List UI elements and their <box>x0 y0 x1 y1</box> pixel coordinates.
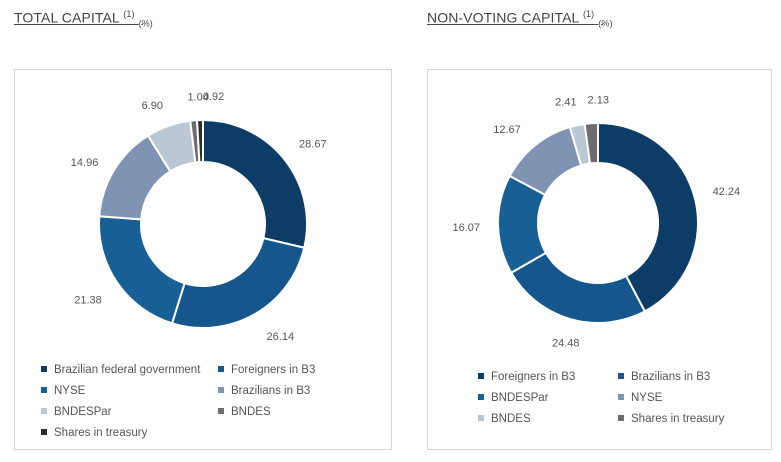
non-voting-capital-title-note: (1) <box>582 9 595 19</box>
total-capital-legend-item-bndespar: BNDESPar <box>41 406 112 418</box>
non-voting-capital-value-label-nyse: 12.67 <box>493 124 521 136</box>
total-capital-legend-item-shares-in-treasury: Shares in treasury <box>41 427 147 439</box>
non-voting-capital-legend-swatch-bndespar <box>478 394 484 400</box>
total-capital-legend-item-foreigners-in-b3: Foreigners in B3 <box>218 364 315 376</box>
non-voting-capital-legend-swatch-bndes <box>478 415 484 421</box>
total-capital-slice-shares-in-treasury <box>195 118 204 164</box>
total-capital-legend-swatch-foreigners-in-b3 <box>218 366 224 372</box>
non-voting-capital-value-label-bndes: 2.41 <box>555 97 576 109</box>
total-capital-value-label-nyse: 21.38 <box>74 294 102 306</box>
non-voting-capital-donut-chart: 42.24 24.48 16.07 12.67 2.41 2.13 <box>452 94 741 349</box>
total-capital-value-label-brazilians-in-b3: 14.96 <box>71 157 99 169</box>
total-capital-value-label-foreigners-in-b3: 26.14 <box>267 331 295 343</box>
total-capital-legend-swatch-shares-in-treasury <box>41 429 47 435</box>
total-capital-value-label-shares-in-treasury: 0.92 <box>203 91 224 103</box>
non-voting-capital-legend-swatch-foreigners-in-b3 <box>478 373 484 379</box>
non-voting-capital-slice-brazilians-in-b3 <box>509 251 647 324</box>
total-capital-value-label-bndes: 1.04 <box>187 91 208 103</box>
total-capital-legend-label-bndespar: BNDESPar <box>54 406 112 418</box>
non-voting-capital-legend-item-brazilians-in-b3: Brazilians in B3 <box>618 371 710 383</box>
non-voting-capital-legend-item-shares-in-treasury: Shares in treasury <box>618 413 724 425</box>
total-capital-title-text: TOTAL CAPITAL <box>14 9 120 26</box>
total-capital-legend-swatch-bndespar <box>41 408 47 414</box>
total-capital-title-unit: (%) <box>138 18 153 29</box>
total-capital-legend-label-brazilian-federal-government: Brazilian federal government <box>54 364 201 376</box>
total-capital-title: TOTAL CAPITAL (1) (%) <box>14 9 153 28</box>
total-capital-slice-brazilian-federal-government <box>202 118 308 249</box>
total-capital-legend-item-brazilians-in-b3: Brazilians in B3 <box>218 385 310 397</box>
total-capital-legend-swatch-bndes <box>218 408 224 414</box>
total-capital-legend-label-shares-in-treasury: Shares in treasury <box>54 427 148 439</box>
total-capital-legend-label-foreigners-in-b3: Foreigners in B3 <box>231 364 316 376</box>
total-capital-legend-swatch-brazilian-federal-government <box>41 366 47 372</box>
total-capital-title-note: (1) <box>123 9 135 19</box>
total-capital-legend-label-brazilians-in-b3: Brazilians in B3 <box>231 385 311 397</box>
non-voting-capital-slice-shares-in-treasury <box>583 121 599 165</box>
total-capital-legend-swatch-nyse <box>41 387 47 393</box>
non-voting-capital-legend-swatch-shares-in-treasury <box>618 415 624 421</box>
non-voting-capital-legend-item-foreigners-in-b3: Foreigners in B3 <box>478 371 575 383</box>
non-voting-capital-legend-swatch-brazilians-in-b3 <box>618 373 624 379</box>
non-voting-capital-value-label-shares-in-treasury: 2.13 <box>588 94 609 106</box>
total-capital-legend-item-brazilian-federal-government: Brazilian federal government <box>41 364 200 376</box>
non-voting-capital-value-label-bndespar: 16.07 <box>452 222 480 234</box>
non-voting-capital-legend-label-brazilians-in-b3: Brazilians in B3 <box>631 371 711 383</box>
non-voting-capital-legend-item-bndespar: BNDESPar <box>478 392 549 404</box>
total-capital-donut-chart: 28.67 26.14 21.38 14.96 6.90 1.040.92 <box>71 91 327 343</box>
non-voting-capital-title: NON-VOTING CAPITAL (1) (%) <box>427 9 613 28</box>
non-voting-capital-legend-label-shares-in-treasury: Shares in treasury <box>631 413 725 425</box>
total-capital-slice-nyse <box>98 215 186 325</box>
non-voting-capital-legend-item-bndes: BNDES <box>478 413 531 425</box>
total-capital-legend-label-nyse: NYSE <box>54 385 86 397</box>
total-capital-chart-panel: 28.67 26.14 21.38 14.96 6.90 1.04 0.92 Brazili… <box>14 69 392 450</box>
non-voting-capital-value-label-foreigners-in-b3: 42.24 <box>713 186 741 198</box>
non-voting-capital-legend-label-bndes: BNDES <box>491 413 531 425</box>
total-capital-legend-swatch-brazilians-in-b3 <box>218 387 224 393</box>
non-voting-capital-value-label-brazilians-in-b3: 24.48 <box>552 337 580 349</box>
total-capital-slice-foreigners-in-b3 <box>170 236 306 329</box>
non-voting-capital-legend-item-nyse: NYSE <box>618 392 662 404</box>
total-capital-legend-label-bndes: BNDES <box>231 406 271 418</box>
total-capital-value-label-bndespar: 6.90 <box>142 100 163 112</box>
non-voting-capital-chart-panel: 42.24 24.48 16.07 12.67 2.41 2.13 Foreigners … <box>427 69 772 450</box>
total-capital-legend-item-bndes: BNDES <box>218 406 271 418</box>
non-voting-capital-legend-label-nyse: NYSE <box>631 392 663 404</box>
non-voting-capital-slice-foreigners-in-b3 <box>597 121 699 313</box>
non-voting-capital-legend-label-foreigners-in-b3: Foreigners in B3 <box>491 371 576 383</box>
non-voting-capital-legend-label-bndespar: BNDESPar <box>491 392 549 404</box>
non-voting-capital-legend-swatch-nyse <box>618 394 624 400</box>
total-capital-value-label-brazilian-federal-government: 28.67 <box>299 138 327 150</box>
non-voting-capital-title-unit: (%) <box>598 18 613 29</box>
non-voting-capital-title-text: NON-VOTING CAPITAL <box>427 9 579 26</box>
total-capital-legend-item-nyse: NYSE <box>41 385 85 397</box>
